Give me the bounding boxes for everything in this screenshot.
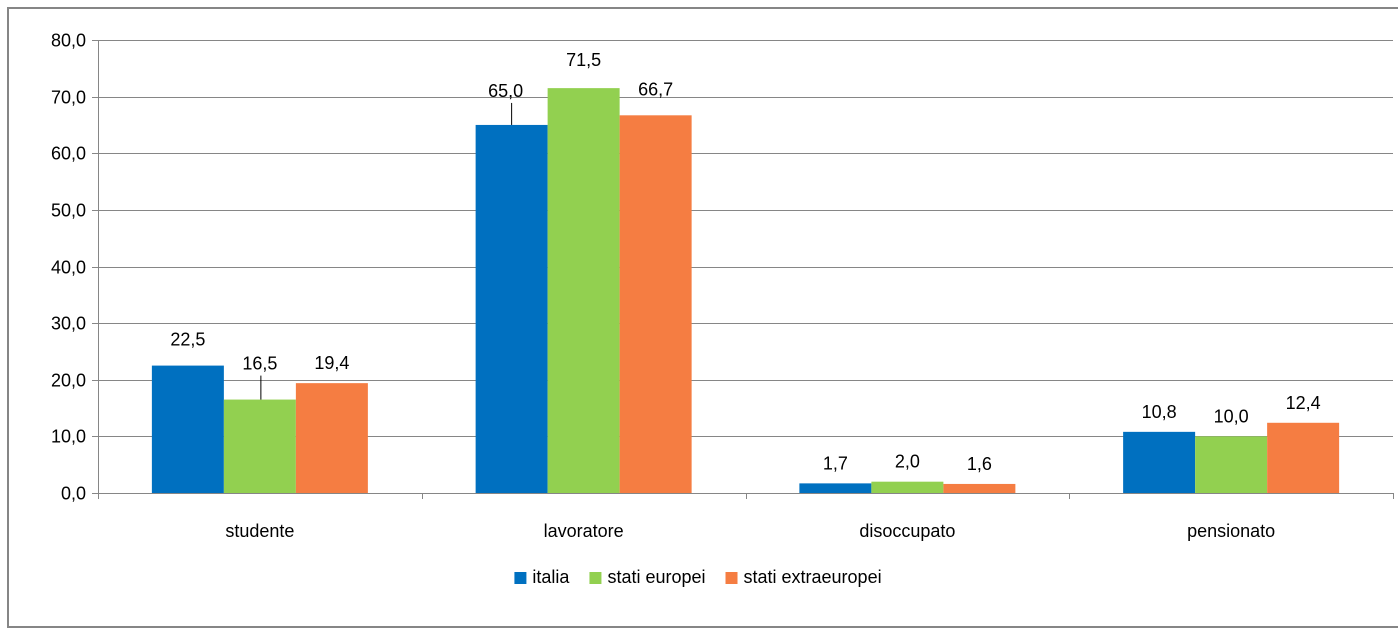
data-label: 65,0 xyxy=(488,81,523,101)
bar-stati-extraeuropei-studente[interactable] xyxy=(295,383,368,493)
y-tick-label: 10,0 xyxy=(51,427,86,447)
legend-label: italia xyxy=(532,567,570,587)
category-label: studente xyxy=(225,521,294,541)
data-label: 19,4 xyxy=(314,353,349,373)
legend-label: stati extraeuropei xyxy=(744,567,882,587)
data-label: 10,8 xyxy=(1142,402,1177,422)
legend-swatch-stati-extraeuropei xyxy=(725,572,738,584)
chart-frame xyxy=(7,7,1398,628)
category-label: disoccupato xyxy=(859,521,955,541)
bar-stati-europei-disoccupato[interactable] xyxy=(871,481,944,493)
bar-stati-europei-pensionato[interactable] xyxy=(1195,436,1268,493)
y-tick-label: 80,0 xyxy=(51,31,86,51)
data-label: 66,7 xyxy=(638,79,673,99)
category-label: lavoratore xyxy=(544,521,624,541)
data-label: 1,7 xyxy=(823,453,848,473)
legend-swatch-italia xyxy=(514,572,527,584)
data-label: 71,5 xyxy=(566,50,601,70)
y-tick-label: 30,0 xyxy=(51,314,86,334)
y-tick-label: 70,0 xyxy=(51,88,86,108)
bar-italia-pensionato[interactable] xyxy=(1123,431,1196,493)
bar-italia-lavoratore[interactable] xyxy=(475,124,548,493)
data-label: 22,5 xyxy=(170,330,205,350)
y-tick-label: 40,0 xyxy=(51,258,86,278)
y-tick-label: 20,0 xyxy=(51,371,86,391)
bar-stati-extraeuropei-pensionato[interactable] xyxy=(1267,422,1340,493)
bar-stati-extraeuropei-lavoratore[interactable] xyxy=(619,115,692,493)
bar-italia-disoccupato[interactable] xyxy=(799,483,872,493)
y-tick-label: 60,0 xyxy=(51,144,86,164)
y-tick-label: 50,0 xyxy=(51,201,86,221)
bar-stati-extraeuropei-disoccupato[interactable] xyxy=(943,483,1016,493)
legend-label: stati europei xyxy=(607,567,705,587)
bar-stati-europei-lavoratore[interactable] xyxy=(547,88,620,493)
legend-swatch-stati-europei xyxy=(589,572,602,584)
data-label: 16,5 xyxy=(242,354,277,374)
category-label: pensionato xyxy=(1187,521,1275,541)
data-label: 10,0 xyxy=(1214,406,1249,426)
bar-stati-europei-studente[interactable] xyxy=(223,399,296,493)
data-label: 12,4 xyxy=(1286,393,1321,413)
data-label: 1,6 xyxy=(967,454,992,474)
bar-italia-studente[interactable] xyxy=(151,365,224,493)
y-tick-label: 0,0 xyxy=(61,484,86,504)
data-label: 2,0 xyxy=(895,452,920,472)
